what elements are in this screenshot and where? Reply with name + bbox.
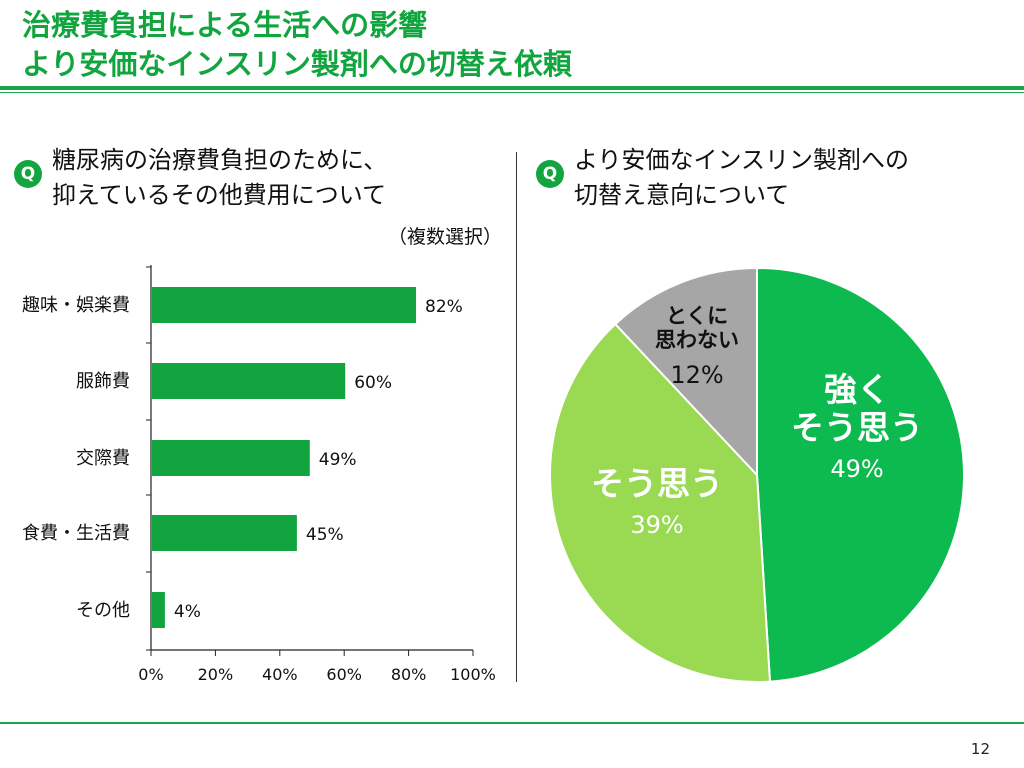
right-question-line-1: より安価なインスリン製剤への xyxy=(574,146,910,174)
category-label: 服飾費 xyxy=(76,371,130,392)
right-question: より安価なインスリン製剤への 切替え意向について xyxy=(574,143,909,213)
data-label: 82% xyxy=(425,297,463,317)
multiple-choice-note: （複数選択） xyxy=(387,226,502,248)
left-question-line-1: 糖尿病の治療費負担のために、 xyxy=(52,146,388,174)
title-line-1: 治療費負担による生活への影響 xyxy=(22,8,428,42)
x-tick-label: 40% xyxy=(262,665,298,684)
pie-slice xyxy=(549,322,772,683)
pie-slice xyxy=(613,266,758,478)
slice-label: そう思う xyxy=(591,464,723,503)
left-q-badge: Q xyxy=(14,160,42,188)
slice-value-label: 49% xyxy=(830,455,883,483)
bar xyxy=(152,440,310,476)
category-label: その他 xyxy=(76,600,130,621)
title-underline xyxy=(0,86,1024,90)
title-line-2: より安価なインスリン製剤への切替え依頼 xyxy=(22,47,572,81)
x-tick-label: 100% xyxy=(450,665,496,684)
slice-label: 強く xyxy=(824,370,890,409)
x-tick-label: 0% xyxy=(138,665,163,684)
data-label: 45% xyxy=(306,525,344,545)
bar-chart: 0% 20% 40% 60% 80% 100% 趣味・娯楽費 82% 服飾費 60% 交際費 49% 食… xyxy=(22,265,496,684)
data-label: 4% xyxy=(174,602,201,622)
footer-rule xyxy=(0,722,1024,724)
category-label: 食費・生活費 xyxy=(22,523,130,544)
category-label: 趣味・娯楽費 xyxy=(22,295,130,316)
bar xyxy=(152,515,297,551)
slice-label: とくに xyxy=(666,304,728,328)
page-number: 12 xyxy=(970,740,990,758)
slice-label: 思わない xyxy=(655,328,739,352)
slice-value-label: 39% xyxy=(630,511,683,539)
left-question: 糖尿病の治療費負担のために、 抑えているその他費用について xyxy=(52,143,387,213)
slice-value-label: 12% xyxy=(670,361,723,389)
data-label: 49% xyxy=(319,450,357,470)
bar xyxy=(152,363,346,399)
slice-label: そう思う xyxy=(791,408,923,447)
slide-title: 治療費負担による生活への影響 より安価なインスリン製剤への切替え依頼 xyxy=(22,6,572,84)
right-question-line-2: 切替え意向について xyxy=(574,181,790,209)
left-question-line-2: 抑えているその他費用について xyxy=(52,181,387,209)
x-tick-label: 60% xyxy=(326,665,362,684)
pie-slice xyxy=(756,266,965,683)
x-tick-label: 20% xyxy=(198,665,234,684)
category-label: 交際費 xyxy=(76,448,130,469)
panel-divider xyxy=(516,152,517,682)
data-label: 60% xyxy=(354,373,392,393)
title-underline-thin xyxy=(0,92,1024,93)
bar xyxy=(152,592,165,628)
bar xyxy=(152,287,417,323)
x-tick-label: 80% xyxy=(391,665,427,684)
right-q-badge: Q xyxy=(536,160,564,188)
